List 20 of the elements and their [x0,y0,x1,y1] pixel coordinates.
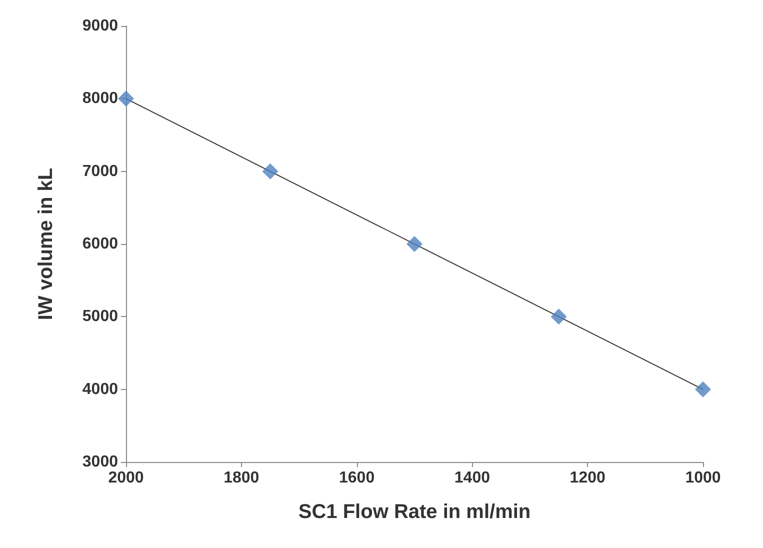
x-tick-label: 1800 [224,470,260,486]
x-axis-title: SC1 Flow Rate in ml/min [298,501,531,523]
point [262,163,278,180]
y-tick-label: 9000 [82,18,118,34]
y-axis-title: IW volume in kL [35,168,57,320]
point [406,236,422,252]
x-tick-label: 1400 [454,470,490,486]
x-tick-label: 1600 [339,470,375,486]
point [695,381,711,398]
y-tick-label: 6000 [82,236,118,252]
x-tick-label: 1000 [685,470,721,486]
y-tick-label: 3000 [82,454,118,470]
point [118,90,134,107]
x-tick-label: 2000 [108,470,144,486]
y-tick-label: 8000 [82,90,118,108]
x-tick-label: 1200 [570,470,606,486]
y-tick-label: 4000 [82,380,118,398]
point [550,308,567,325]
y-tick-label: 5000 [82,308,118,326]
y-tick-label: 7000 [82,162,118,180]
